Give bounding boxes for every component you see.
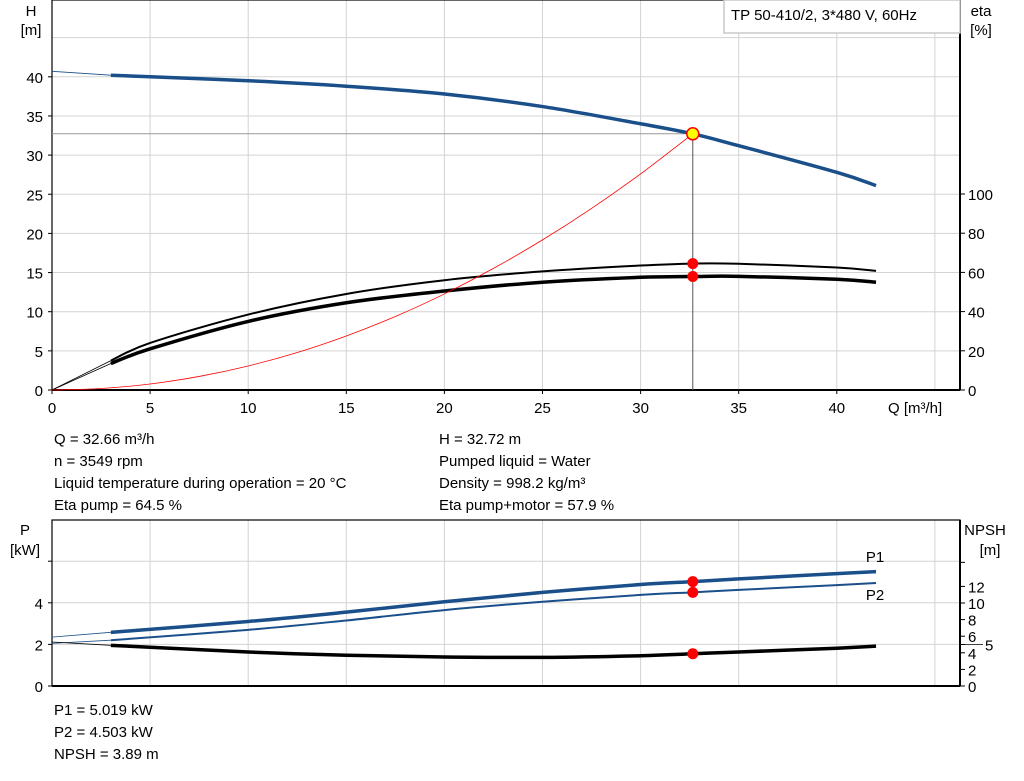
y-tick-label-right: 4 xyxy=(968,646,976,663)
info-temp: Liquid temperature during operation = 20… xyxy=(54,475,347,492)
y-axis-label-left-lower: P xyxy=(20,522,30,539)
curve-extension-P1 xyxy=(51,631,111,638)
curve-P2 xyxy=(110,582,877,642)
info-upper-right: H = 32.72 m Pumped liquid = Water Densit… xyxy=(439,429,614,517)
legend-label-p2: P2 xyxy=(866,587,884,604)
legend-label-p1: P1 xyxy=(866,549,884,566)
info-npsh: NPSH = 3.89 m xyxy=(54,746,159,763)
y-axis-label-right-lower: NPSH xyxy=(964,522,1006,539)
info-q: Q = 32.66 m³/h xyxy=(54,431,155,448)
x-tick-label: 40 xyxy=(828,400,845,417)
y-tick-label-right: 6 xyxy=(968,629,976,646)
marker-npsh xyxy=(687,648,699,660)
x-tick-label: 30 xyxy=(632,400,649,417)
info-p2: P2 = 4.503 kW xyxy=(54,724,153,741)
y-tick-label-left: 10 xyxy=(26,305,43,322)
info-eta-pump: Eta pump = 64.5 % xyxy=(54,497,182,514)
info-n: n = 3549 rpm xyxy=(54,453,143,470)
title-box xyxy=(723,0,961,34)
curve-extension-NPSH xyxy=(51,641,111,646)
x-tick-label: 5 xyxy=(146,400,154,417)
y-tick-label-right: 5 xyxy=(985,638,993,655)
info-h: H = 32.72 m xyxy=(439,431,522,448)
y-axis-label-left: H xyxy=(26,3,37,20)
info-lower: P1 = 5.019 kW P2 = 4.503 kW NPSH = 3.89 … xyxy=(54,700,159,766)
y-tick-label-right: 12 xyxy=(968,579,985,596)
x-tick-label: 35 xyxy=(730,400,747,417)
marker-eta-total xyxy=(687,271,699,283)
x-tick-label: 25 xyxy=(534,400,551,417)
y-tick-label-right: 0 xyxy=(968,383,976,400)
y-tick-label-left: 25 xyxy=(26,187,43,204)
y-tick-label-right: 100 xyxy=(968,187,993,204)
curve-eta_pump xyxy=(110,262,877,362)
x-tick-label: 15 xyxy=(338,400,355,417)
y-tick-label-left: 30 xyxy=(26,148,43,165)
chart-title: TP 50-410/2, 3*480 V, 60Hz xyxy=(731,7,917,24)
y-tick-label-left: 4 xyxy=(35,596,43,613)
y-axis-label-right: eta xyxy=(971,3,993,20)
curve-system xyxy=(51,133,694,391)
curve-H xyxy=(110,73,877,188)
x-axis-label: Q [m³/h] xyxy=(888,400,942,417)
y-tick-label-left: 0 xyxy=(35,383,43,400)
x-tick-label: 0 xyxy=(48,400,56,417)
y-tick-label-right: 60 xyxy=(968,265,985,282)
y-axis-unit-left: [m] xyxy=(21,22,42,39)
y-tick-label-left: 15 xyxy=(26,266,43,283)
y-tick-label-right: 80 xyxy=(968,226,985,243)
y-tick-label-left: 0 xyxy=(35,679,43,696)
info-p1: P1 = 5.019 kW xyxy=(54,702,153,719)
y-axis-unit-right: [%] xyxy=(970,22,992,39)
curve-NPSH xyxy=(110,643,877,660)
x-tick-label: 10 xyxy=(240,400,257,417)
curve-extension-eta_total xyxy=(51,363,112,391)
curve-extension-P2 xyxy=(51,639,111,644)
y-tick-label-left: 2 xyxy=(35,637,43,654)
curve-eta_total xyxy=(110,274,877,366)
y-axis-unit-right-lower: [m] xyxy=(980,542,1001,559)
curve-extension-H xyxy=(51,70,111,76)
duty-point-marker xyxy=(686,127,700,141)
marker-p2 xyxy=(687,586,699,598)
y-tick-label-left: 20 xyxy=(26,226,43,243)
info-liquid: Pumped liquid = Water xyxy=(439,453,591,470)
info-eta-total: Eta pump+motor = 57.9 % xyxy=(439,497,615,514)
y-tick-label-left: 40 xyxy=(26,70,43,87)
marker-eta-pump xyxy=(687,258,699,270)
y-tick-label-left: 35 xyxy=(26,109,43,126)
curve-extension-eta_pump xyxy=(51,360,112,391)
curve-P1 xyxy=(110,569,877,635)
y-tick-label-right: 0 xyxy=(968,679,976,696)
y-axis-unit-left-lower: [kW] xyxy=(10,542,40,559)
y-tick-label-right: 40 xyxy=(968,305,985,322)
x-tick-label: 20 xyxy=(436,400,453,417)
info-upper-left: Q = 32.66 m³/h n = 3549 rpm Liquid tempe… xyxy=(54,429,346,517)
y-tick-label-left: 5 xyxy=(35,344,43,361)
info-density: Density = 998.2 kg/m³ xyxy=(439,475,586,492)
marker-p1 xyxy=(687,576,699,588)
y-tick-label-right: 20 xyxy=(968,344,985,361)
y-tick-label-right: 10 xyxy=(968,596,985,613)
y-tick-label-right: 8 xyxy=(968,613,976,630)
y-tick-label-right: 2 xyxy=(968,662,976,679)
